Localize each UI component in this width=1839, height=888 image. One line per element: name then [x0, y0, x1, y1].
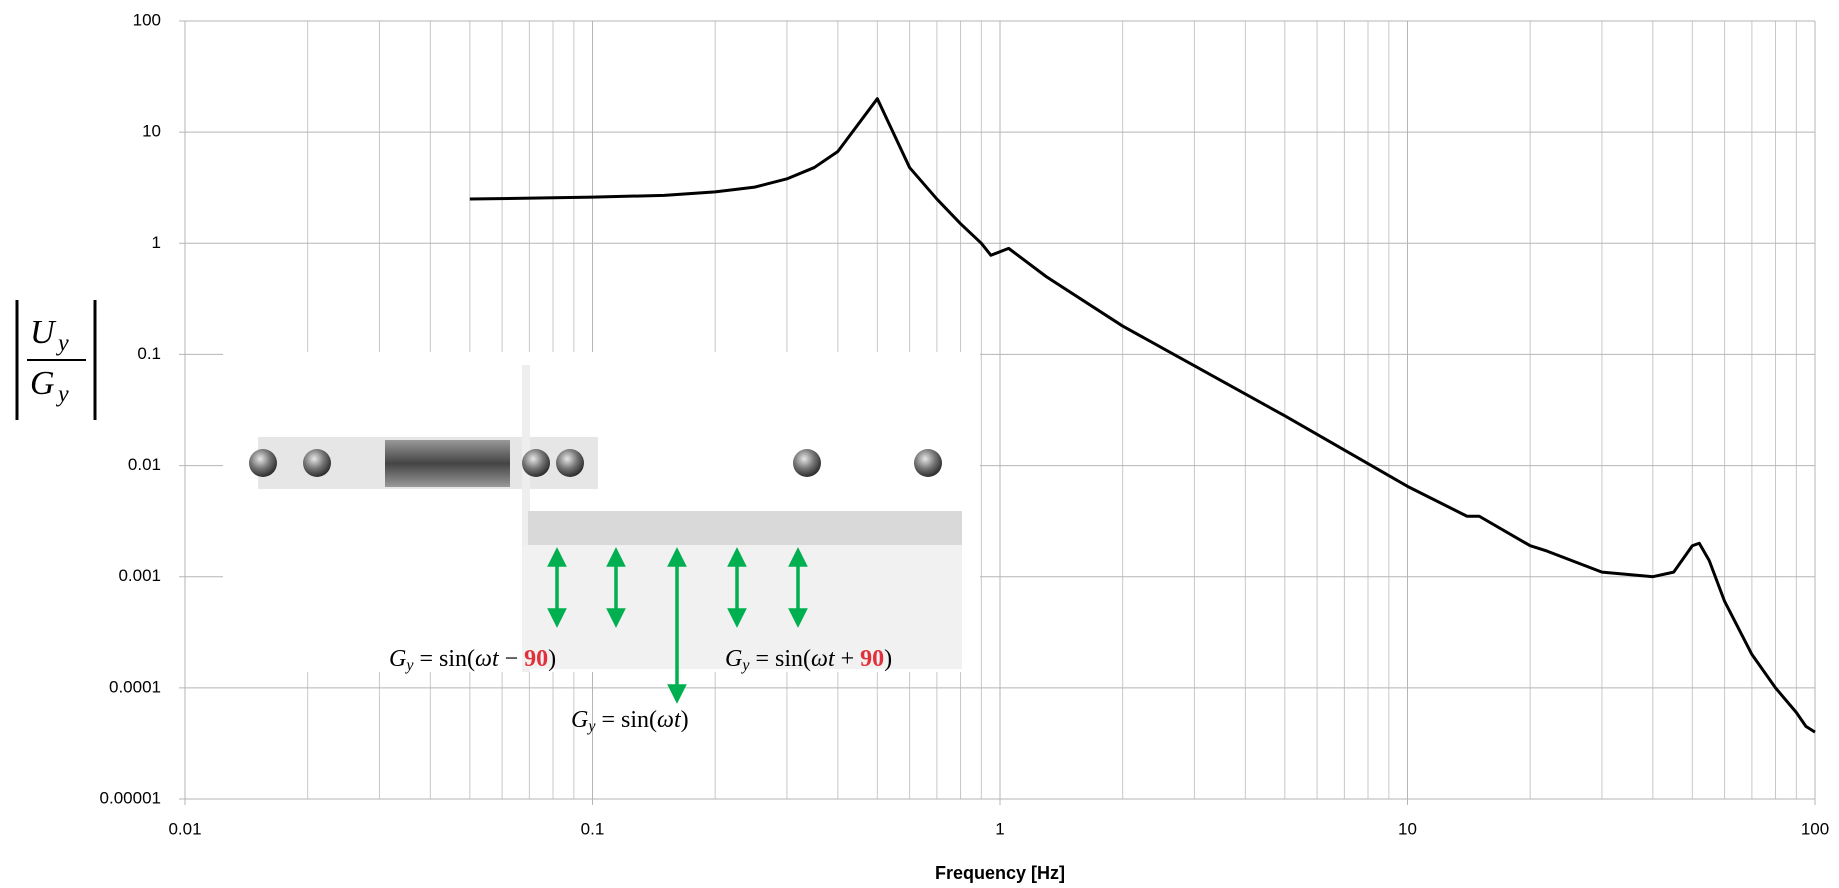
formula-op: +: [835, 646, 861, 672]
arrow-head: [727, 547, 747, 567]
ylabel-denominator: G: [30, 365, 55, 402]
ball: [793, 449, 821, 477]
ball: [522, 449, 550, 477]
formula-rhs: = sin(: [595, 707, 657, 733]
ylabel-denominator-sub: y: [56, 382, 69, 408]
y-tick-label: 0.1: [137, 344, 161, 363]
y-tick-label: 10: [142, 122, 161, 141]
formula-var: ωt: [657, 707, 682, 733]
arrow-head: [606, 547, 626, 567]
arrow-head: [727, 608, 747, 628]
y-tick-label: 100: [133, 10, 161, 29]
formula: Gy = sin(ωt − 90): [389, 646, 556, 674]
formula-close: ): [884, 646, 892, 672]
x-tick-label: 1: [995, 819, 1004, 838]
x-tick-label: 0.01: [168, 819, 201, 838]
y-tick-label: 0.001: [118, 566, 161, 585]
formula-sub: y: [586, 718, 596, 735]
arrow-head: [547, 547, 567, 567]
ylabel-numerator-sub: y: [56, 331, 69, 357]
ball: [556, 449, 584, 477]
labels: 0.01 0.1 1 10 100 100 10 1 0.1 0.01 0.001 0.0001 0.0…: [100, 10, 1830, 838]
formula-sub: y: [404, 657, 414, 674]
data-line: [469, 97, 1816, 734]
x-tick-label: 100: [1801, 819, 1829, 838]
y-tick-label: 0.01: [128, 455, 161, 474]
x-axis-label: Frequency [Hz]: [935, 863, 1065, 883]
formula-close: ): [548, 646, 556, 672]
y-tick-label: 0.0001: [109, 677, 161, 696]
balls: [249, 449, 942, 477]
arrow-head: [667, 684, 687, 704]
formula-close: ): [681, 707, 689, 733]
ball: [914, 449, 942, 477]
formula-sub: y: [740, 657, 750, 674]
arrow-head: [606, 608, 626, 628]
ball: [303, 449, 331, 477]
y-tick-label: 1: [152, 233, 161, 252]
divider: [522, 365, 530, 672]
inset-illustration: [223, 352, 980, 704]
formula-rhs: = sin(: [413, 646, 475, 672]
formula: Gy = sin(ωt + 90): [725, 646, 892, 674]
arrow-head: [547, 608, 567, 628]
damper: [385, 440, 510, 487]
formula-phase: 90: [860, 646, 884, 672]
formula-lhs: G: [571, 707, 588, 733]
formula-lhs: G: [725, 646, 742, 672]
x-tick-label: 10: [1398, 819, 1417, 838]
formula: Gy = sin(ωt): [571, 707, 689, 735]
x-tick-label: 0.1: [581, 819, 605, 838]
formula-lhs: G: [389, 646, 406, 672]
formula-op: −: [499, 646, 525, 672]
arrow-head: [788, 547, 808, 567]
formula-var: ωt: [811, 646, 836, 672]
formula-rhs: = sin(: [749, 646, 811, 672]
arrow-head: [667, 547, 687, 567]
arrow-head: [788, 608, 808, 628]
arrows: [547, 547, 808, 704]
ball: [249, 449, 277, 477]
y-tick-label: 0.00001: [100, 788, 161, 807]
ylabel-numerator: U: [30, 314, 57, 351]
formula-phase: 90: [524, 646, 548, 672]
y-axis-label: U y G y: [15, 300, 97, 420]
formula-var: ωt: [475, 646, 500, 672]
ground-strip: [528, 511, 962, 545]
